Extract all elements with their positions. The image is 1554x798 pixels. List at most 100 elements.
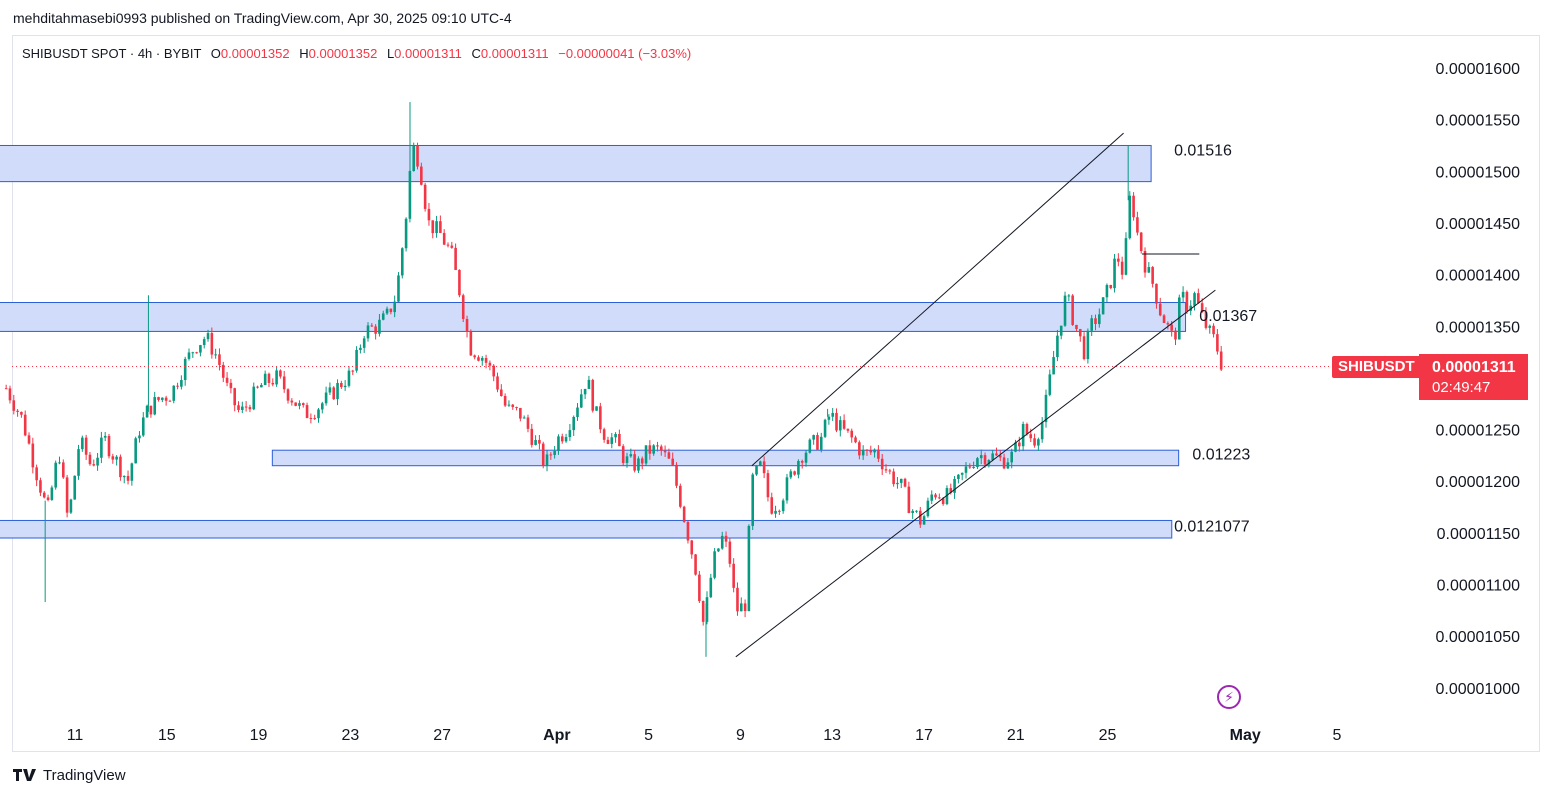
legend-open-value: 0.00001352 bbox=[220, 46, 290, 61]
candle-body bbox=[267, 373, 271, 383]
candle-body bbox=[957, 474, 960, 479]
legend-high-value: 0.00001352 bbox=[308, 46, 378, 61]
candle-body bbox=[1029, 434, 1033, 439]
candle-body bbox=[854, 437, 857, 443]
candle-body bbox=[206, 333, 210, 340]
candle-body bbox=[298, 403, 301, 406]
candle-body bbox=[800, 460, 804, 463]
candle-body bbox=[1014, 442, 1017, 452]
time-tick-label: 13 bbox=[823, 727, 841, 744]
candle-body bbox=[644, 445, 648, 464]
candle-body bbox=[545, 454, 549, 466]
zone-3 bbox=[0, 519, 1173, 539]
candle-body bbox=[210, 333, 214, 355]
candle-body bbox=[195, 352, 198, 354]
candle-body bbox=[309, 418, 313, 420]
legend-close-value: 0.00001311 bbox=[480, 46, 549, 61]
candle-body bbox=[1136, 217, 1139, 233]
candle-body bbox=[930, 494, 934, 501]
candle-body bbox=[1197, 293, 1200, 304]
candle-body bbox=[16, 410, 19, 412]
time-tick-label: 5 bbox=[1333, 727, 1342, 744]
candle-body bbox=[458, 269, 461, 296]
candle-body bbox=[892, 471, 895, 485]
candle-body bbox=[328, 387, 332, 393]
candle-body bbox=[701, 600, 705, 622]
candle-body bbox=[225, 377, 229, 383]
time-tick-label: 23 bbox=[341, 727, 359, 744]
candle-body bbox=[1170, 324, 1173, 331]
candle-body bbox=[1147, 267, 1151, 273]
candle-body bbox=[321, 403, 324, 410]
candle-body bbox=[73, 475, 77, 500]
candle-body bbox=[698, 574, 701, 601]
legend-open-label: O bbox=[210, 46, 221, 61]
candle-body bbox=[385, 308, 389, 314]
candle-body bbox=[46, 497, 50, 500]
candle-body bbox=[294, 402, 297, 406]
time-tick-label: 11 bbox=[67, 727, 84, 744]
candle-body bbox=[1139, 232, 1143, 251]
price-tick-label: 0.00001250 bbox=[1435, 423, 1520, 440]
price-tick-label: 0.00001150 bbox=[1437, 526, 1520, 543]
candle-body bbox=[427, 208, 431, 221]
candle-body bbox=[530, 428, 534, 445]
candle-body bbox=[846, 428, 850, 431]
candle-body bbox=[526, 417, 530, 429]
time-axis: 11 15 19 23 27 Apr 5 9 13 17 21 25 May 5 bbox=[67, 727, 1342, 744]
time-tick-label: 15 bbox=[158, 727, 176, 744]
candle-body bbox=[1078, 329, 1082, 337]
candle-body bbox=[362, 338, 366, 348]
candle-body bbox=[732, 563, 735, 588]
time-tick-label: 5 bbox=[644, 727, 653, 744]
candle-body bbox=[149, 405, 153, 415]
price-tick-label: 0.00001000 bbox=[1435, 681, 1520, 698]
candle-body bbox=[23, 414, 27, 436]
candle-body bbox=[301, 403, 305, 406]
legend-high-label: H bbox=[299, 46, 309, 61]
trendline-1 bbox=[751, 132, 1124, 467]
candle-body bbox=[1151, 267, 1154, 284]
candle-body bbox=[770, 497, 774, 514]
candle-body bbox=[1067, 295, 1071, 297]
candle-body bbox=[850, 430, 854, 438]
candle-body bbox=[1216, 334, 1219, 352]
candle-body bbox=[549, 454, 553, 456]
candle-body bbox=[1063, 295, 1067, 326]
candle-body bbox=[1006, 462, 1010, 469]
candle-body bbox=[804, 452, 808, 463]
candle-body bbox=[1174, 330, 1177, 340]
candle-body bbox=[595, 406, 598, 411]
candle-body bbox=[865, 449, 869, 451]
lightning-icon[interactable]: ⚡ bbox=[1217, 685, 1241, 709]
candle-body bbox=[522, 417, 526, 419]
candle-body bbox=[808, 439, 812, 453]
candle-body bbox=[858, 442, 861, 456]
candle-body bbox=[599, 406, 602, 430]
candle-body bbox=[907, 486, 911, 514]
candle-body bbox=[812, 435, 815, 440]
time-tick-label: 19 bbox=[250, 727, 268, 744]
legend-symbol[interactable]: SHIBUSDT SPOT · 4h · BYBIT bbox=[22, 46, 202, 61]
price-axis: 0.00001600 0.00001550 0.00001500 0.00001450… bbox=[1435, 61, 1520, 698]
candle-body bbox=[35, 467, 38, 481]
legend-close-label: C bbox=[471, 46, 481, 61]
candle-body bbox=[998, 455, 1002, 458]
candle-body bbox=[728, 541, 732, 564]
candle-body bbox=[324, 392, 328, 404]
candle-body bbox=[431, 220, 435, 234]
candles bbox=[4, 102, 1223, 657]
candle-body bbox=[4, 388, 8, 390]
brand[interactable]: TradingView bbox=[13, 767, 126, 784]
candle-body bbox=[839, 420, 842, 431]
candle-body bbox=[336, 382, 339, 400]
candle-body bbox=[911, 510, 914, 514]
candle-body bbox=[454, 247, 457, 270]
candle-body bbox=[869, 450, 873, 453]
candle-body bbox=[964, 466, 968, 473]
candle-body bbox=[381, 313, 385, 320]
candle-body bbox=[949, 488, 953, 493]
candle-body bbox=[1166, 323, 1170, 325]
candle-body bbox=[888, 470, 892, 472]
